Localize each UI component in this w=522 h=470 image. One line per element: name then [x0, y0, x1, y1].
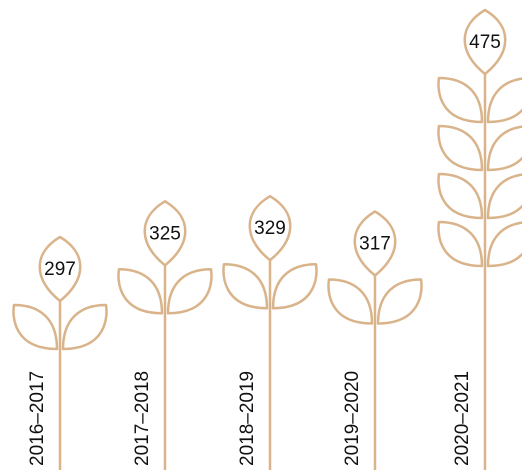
leaf — [327, 278, 374, 325]
leaf — [486, 125, 522, 172]
leaf — [437, 172, 484, 220]
plant: 329 2018–2019 — [222, 194, 318, 470]
bud — [463, 8, 507, 76]
plant: 475 2020–2021 — [437, 8, 522, 470]
leaf — [437, 124, 484, 172]
leaf — [437, 76, 484, 124]
leaf — [61, 303, 108, 351]
leaf — [166, 268, 213, 315]
value-label: 317 — [359, 234, 391, 255]
bud — [353, 210, 397, 277]
leaf — [12, 303, 59, 351]
value-label: 325 — [149, 223, 181, 244]
category-label: 2019–2020 — [342, 371, 363, 466]
bud — [143, 200, 187, 267]
plant: 325 2017–2018 — [117, 200, 213, 470]
category-label: 2017–2018 — [132, 371, 153, 466]
value-label: 475 — [469, 32, 501, 53]
plant: 297 2016–2017 — [12, 235, 108, 470]
value-label: 329 — [254, 218, 286, 239]
leaf — [376, 278, 423, 325]
plant: 317 2019–2020 — [327, 210, 423, 470]
value-label: 297 — [44, 259, 76, 280]
category-label: 2020–2021 — [452, 371, 473, 466]
leaf — [486, 77, 522, 124]
leaf — [222, 262, 269, 310]
category-label: 2018–2019 — [237, 371, 258, 466]
bud — [38, 235, 82, 303]
leaf — [486, 173, 522, 220]
bud — [248, 194, 292, 262]
category-label: 2016–2017 — [27, 371, 48, 466]
leaf — [486, 221, 522, 268]
leaf — [117, 268, 164, 315]
leaf — [271, 262, 318, 310]
leaf — [437, 220, 484, 268]
